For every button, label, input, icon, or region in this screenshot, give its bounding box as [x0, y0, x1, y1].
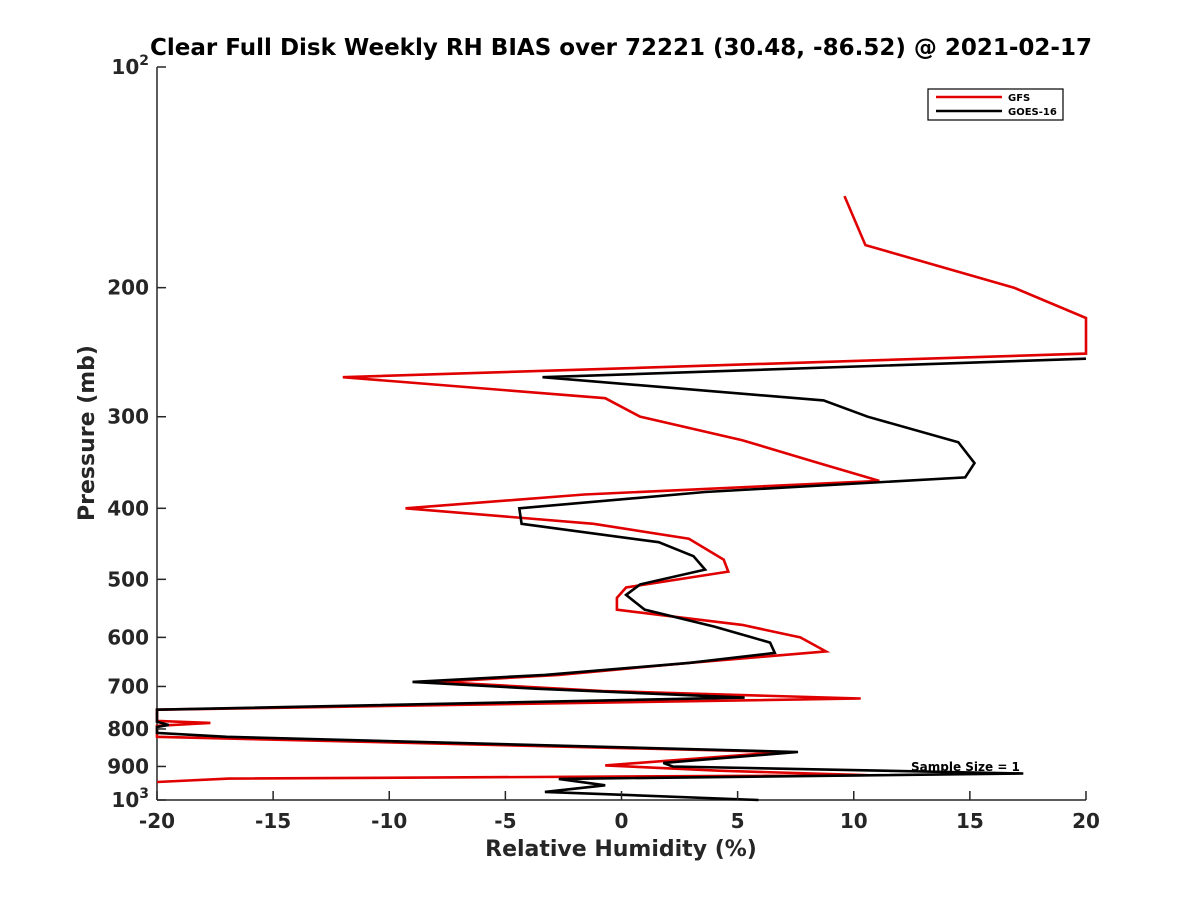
y-tick-label: 700: [107, 674, 149, 698]
y-tick-label: 300: [107, 405, 149, 429]
sample-size-annotation: Sample Size = 1: [911, 760, 1020, 774]
x-tick-label: 20: [1072, 809, 1100, 833]
x-tick-label: -15: [255, 809, 291, 833]
legend-box: [927, 88, 1064, 121]
y-ticks: 102 200 300 400 500 600 700 800 900 103: [107, 53, 166, 812]
y-tick-label: 500: [107, 567, 149, 591]
x-tick-label: -20: [139, 809, 175, 833]
y-tick-label: 103: [111, 786, 149, 812]
legend-label-gfs: GFS: [1008, 93, 1030, 104]
y-tick-label: 400: [107, 496, 149, 520]
series-layer: [155, 195, 1088, 802]
x-axis-label: Relative Humidity (%): [485, 837, 757, 862]
y-tick-label: 102: [111, 53, 149, 79]
x-tick-label: 5: [731, 809, 745, 833]
x-ticks: -20 -15 -10 -5 0 5 10 15 20: [139, 791, 1100, 833]
x-tick-label: -10: [371, 809, 407, 833]
legend-label-goes-16: GOES-16: [1008, 107, 1057, 118]
series-line-goes-16: [155, 357, 1087, 802]
y-tick-label: 900: [107, 754, 149, 778]
x-tick-label: -5: [494, 809, 516, 833]
y-axis-label: Pressure (mb): [75, 345, 100, 521]
legend: GFS GOES-16: [927, 88, 1064, 121]
plot-area: [155, 67, 1088, 802]
series-line-gfs: [155, 195, 1088, 784]
x-tick-label: 15: [956, 809, 984, 833]
y-tick-label: 200: [107, 276, 149, 300]
y-tick-label: 800: [107, 717, 149, 741]
x-tick-label: 10: [840, 809, 868, 833]
y-tick-label: 600: [107, 625, 149, 649]
chart-title: Clear Full Disk Weekly RH BIAS over 7222…: [150, 35, 1092, 61]
x-tick-label: 0: [615, 809, 629, 833]
